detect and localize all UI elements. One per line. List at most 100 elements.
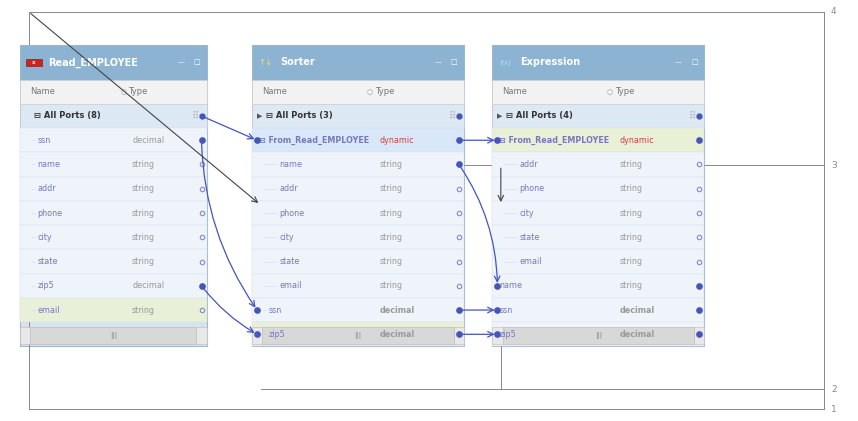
Text: string: string <box>619 208 643 218</box>
Bar <box>492 80 704 104</box>
Text: Expression: Expression <box>521 57 581 67</box>
Text: —: — <box>435 59 442 65</box>
Text: ssn: ssn <box>499 306 512 314</box>
Bar <box>21 327 31 344</box>
Text: email: email <box>280 281 302 290</box>
Text: string: string <box>619 233 643 242</box>
Bar <box>252 128 464 152</box>
Bar <box>492 177 704 201</box>
Text: state: state <box>37 257 57 266</box>
Bar <box>21 45 207 80</box>
Bar <box>492 152 704 177</box>
Text: x: x <box>32 60 36 65</box>
Text: phone: phone <box>520 184 545 193</box>
Text: Name: Name <box>503 87 528 96</box>
Text: string: string <box>619 184 643 193</box>
Text: zip5: zip5 <box>269 330 286 339</box>
Text: addr: addr <box>520 160 538 169</box>
Bar <box>492 104 704 128</box>
Text: ssn: ssn <box>37 136 51 145</box>
Text: string: string <box>132 184 155 193</box>
Bar <box>492 201 704 225</box>
Bar <box>492 298 704 322</box>
Text: string: string <box>619 160 643 169</box>
Text: decimal: decimal <box>132 136 164 145</box>
Bar <box>252 225 464 249</box>
Text: Type: Type <box>615 87 635 96</box>
Bar <box>252 80 464 104</box>
Text: string: string <box>619 257 643 266</box>
Text: f(x): f(x) <box>500 59 512 66</box>
Bar <box>252 274 464 298</box>
Text: decimal: decimal <box>619 330 655 339</box>
Bar <box>21 201 207 225</box>
Bar <box>492 128 704 152</box>
Text: state: state <box>280 257 299 266</box>
Text: ○: ○ <box>607 89 613 95</box>
Text: decimal: decimal <box>379 306 414 314</box>
Text: decimal: decimal <box>132 281 164 290</box>
Text: string: string <box>379 233 402 242</box>
Text: 3: 3 <box>831 161 837 170</box>
Bar <box>252 249 464 274</box>
Text: email: email <box>37 306 60 314</box>
Bar <box>21 152 207 177</box>
Bar <box>252 177 464 201</box>
Bar <box>21 128 207 152</box>
Text: addr: addr <box>37 184 56 193</box>
Bar <box>196 327 207 344</box>
Text: zip5: zip5 <box>37 281 54 290</box>
Bar <box>252 201 464 225</box>
Bar <box>21 177 207 201</box>
Text: string: string <box>619 281 643 290</box>
Bar <box>21 274 207 298</box>
Text: city: city <box>37 233 52 242</box>
Text: string: string <box>379 281 402 290</box>
Bar <box>21 80 207 104</box>
Text: decimal: decimal <box>379 330 414 339</box>
Bar <box>252 298 464 322</box>
Bar <box>492 225 704 249</box>
Bar <box>21 225 207 249</box>
Text: |||: ||| <box>354 332 361 339</box>
Text: □: □ <box>691 59 698 65</box>
Text: Sorter: Sorter <box>281 57 315 67</box>
Text: string: string <box>132 257 155 266</box>
Text: string: string <box>132 160 155 169</box>
Bar <box>21 45 207 346</box>
Text: Name: Name <box>263 87 287 96</box>
Bar <box>263 327 454 344</box>
Bar <box>503 327 694 344</box>
Text: 2: 2 <box>831 384 837 394</box>
Bar <box>31 327 196 344</box>
Text: city: city <box>280 233 294 242</box>
Bar <box>252 327 263 344</box>
Bar <box>492 327 503 344</box>
Bar <box>694 327 704 344</box>
Text: state: state <box>520 233 540 242</box>
Bar <box>252 152 464 177</box>
Text: ⊟ From_Read_EMPLOYEE: ⊟ From_Read_EMPLOYEE <box>259 136 369 145</box>
Bar <box>252 45 464 346</box>
Text: zip5: zip5 <box>499 330 516 339</box>
Bar <box>492 45 704 80</box>
Text: ⊟ All Ports (3): ⊟ All Ports (3) <box>266 112 332 120</box>
Text: string: string <box>379 208 402 218</box>
Text: ⊟ From_Read_EMPLOYEE: ⊟ From_Read_EMPLOYEE <box>499 136 609 145</box>
Bar <box>252 45 464 80</box>
Bar <box>492 45 704 346</box>
Text: —: — <box>178 59 184 65</box>
Text: Type: Type <box>129 87 148 96</box>
Text: □: □ <box>193 59 200 65</box>
Text: ○: ○ <box>366 89 372 95</box>
Bar <box>492 249 704 274</box>
Bar <box>492 322 704 346</box>
Text: □: □ <box>450 59 457 65</box>
Text: name: name <box>280 160 302 169</box>
Text: dynamic: dynamic <box>379 136 414 145</box>
Bar <box>21 104 207 128</box>
Text: |||: ||| <box>595 332 602 339</box>
Text: 1: 1 <box>831 405 837 414</box>
Text: name: name <box>499 281 523 290</box>
Text: string: string <box>379 257 402 266</box>
